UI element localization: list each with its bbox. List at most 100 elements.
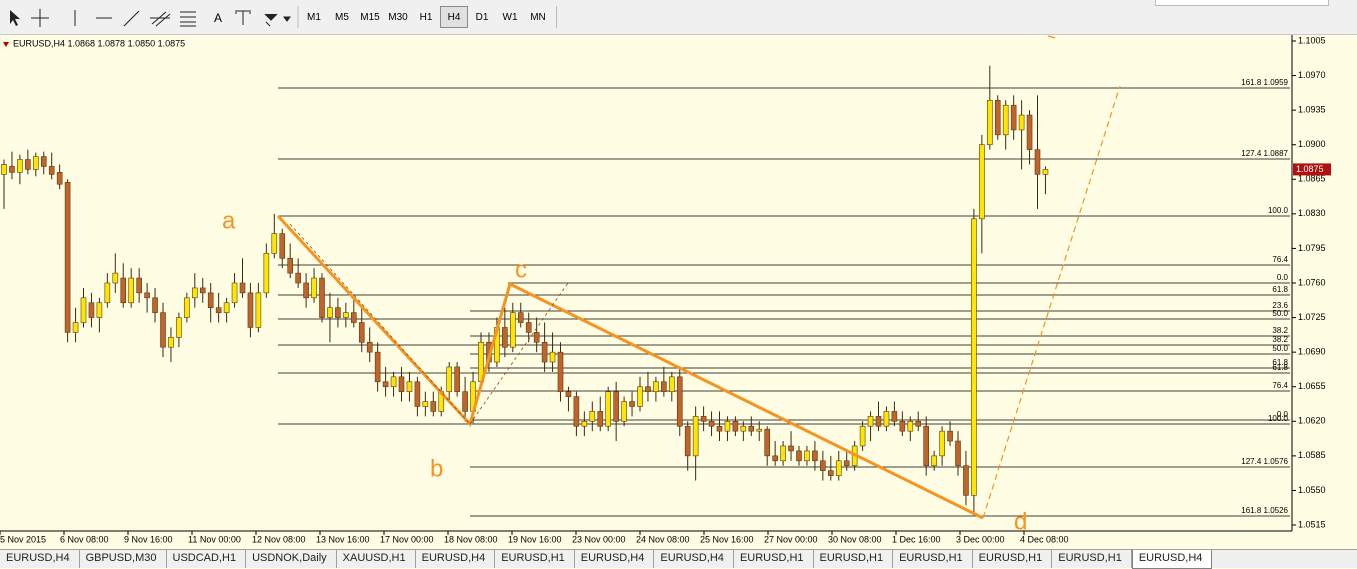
chart-tab[interactable]: EURUSD,H4 [575,550,655,568]
candle-body [231,282,238,304]
x-tick-label: 6 Nov 08:00 [60,534,109,544]
x-tick-label: 19 Nov 16:00 [508,534,562,544]
fib-level-label: 50.0 [1272,309,1288,318]
candle-body [295,272,301,284]
pattern-point-label: a [222,207,236,234]
candle-body [176,317,182,338]
candle-body [462,391,468,412]
fib-level-label: 38.2 [1272,326,1288,335]
y-tick-label: 1.0970 [1298,70,1326,80]
x-tick-label: 23 Nov 00:00 [572,534,626,544]
timeframe-button[interactable]: M15 [360,11,380,23]
chart-tab[interactable]: EURUSD,H4 [654,550,734,568]
candle-body [772,455,778,462]
pattern-point-label: c [515,256,527,283]
candle-body [820,460,826,471]
fib-level-label: 38.2 [1272,335,1288,344]
arrows-icon[interactable] [264,13,291,27]
candle-body [1026,114,1033,150]
candle-body [859,425,866,447]
candle-body [525,322,532,333]
y-tick-label: 1.0900 [1298,139,1326,149]
candle-body [533,332,540,343]
candle-body [168,337,174,348]
timeframe-button[interactable]: MN [530,11,546,23]
fib-level-label: 61.8 [1272,363,1288,372]
text-tool[interactable]: A [214,11,222,25]
timeframe-button[interactable]: H4 [440,6,468,28]
channel-icon[interactable] [150,11,171,27]
fibo-icon[interactable] [180,11,196,27]
candle-body [867,416,874,427]
candle-body [661,381,667,392]
candle-body [247,292,254,328]
candle-body [517,312,524,323]
fib-level-label: 23.6 [1272,301,1288,310]
fib-level-label: 61.8 [1272,285,1288,294]
chart-tab[interactable]: EURUSD,H1 [1052,550,1132,568]
chart-tab[interactable]: EURUSD,H1 [814,550,894,568]
abcd-pattern [276,214,984,520]
candle-body [414,381,421,407]
candle-body [963,465,969,496]
candle-body [804,450,810,462]
pattern-projection [982,85,1121,519]
chart-tab[interactable]: EURUSD,H4 [0,550,80,568]
search-box[interactable] [1155,0,1329,6]
tab-bar: EURUSD,H4 GBPUSD,M30 USDCAD,H1 USDNOK,Daily… [0,549,1357,569]
candle-body [994,99,1001,136]
chart-tab[interactable]: USDCAD,H1 [167,550,247,568]
candle-body [986,99,993,146]
candle-body [160,312,166,348]
candle-body [350,312,357,323]
candle-body [303,282,309,299]
candle-body [192,287,198,299]
candle-body [827,470,834,476]
candle-body [716,425,723,432]
timeframe-button[interactable]: M5 [335,11,349,23]
timeframe-button[interactable]: W1 [502,11,518,23]
timeframe-button[interactable]: D1 [475,11,489,23]
crosshair-icon[interactable] [31,9,49,27]
toolbar: A M1 M5 M15 M30 H1 H4 D1 W1 MN [0,0,1357,35]
trendline-icon[interactable] [123,10,140,27]
chart-tab[interactable]: EURUSD,H1 [973,550,1053,568]
pattern-point-label: d [1014,508,1027,535]
chart-tab[interactable]: EURUSD,H1 [734,550,814,568]
candle-body [144,292,150,299]
x-tick-label: 18 Nov 08:00 [444,534,498,544]
candle-body [335,307,341,318]
timeframe-button[interactable]: M1 [307,11,321,23]
candle-body [56,172,63,185]
candle-body [1018,114,1025,131]
label-icon[interactable] [235,10,251,25]
candle-body [581,420,588,427]
fib-level-label: 0.0 [1277,410,1289,419]
candle-body [358,322,365,343]
candle-body [1042,169,1049,175]
candle-body [80,297,87,323]
pattern-guide [469,282,569,425]
chart-tab[interactable]: EURUSD,H1 [893,550,973,568]
timeframe-button[interactable]: H1 [419,11,433,23]
pattern-guide [289,223,471,425]
pattern-mark [1047,35,1056,39]
timeframe-button[interactable]: M30 [388,11,408,23]
chart-tab[interactable]: XAUUSD,H1 [337,550,416,568]
y-tick-label: 1.0690 [1298,347,1326,357]
candle-body [629,401,635,407]
chart-tab[interactable]: EURUSD,H4 [416,550,496,568]
candle-body [311,277,317,299]
chart-tab[interactable]: EURUSD,H1 [495,550,575,568]
chart-tab[interactable]: EURUSD,H4 [1131,550,1213,569]
candle-body [502,327,508,348]
candle-body [732,420,739,432]
candle-body [573,396,580,427]
chart-tab[interactable]: USDNOK,Daily [246,550,337,568]
candle-body [1002,104,1009,136]
y-tick-label: 1.0760 [1298,277,1326,287]
candle-body [748,425,755,432]
chart-tab[interactable]: GBPUSD,M30 [80,550,167,568]
cursor-icon[interactable] [10,10,20,26]
y-tick-label: 1.0585 [1298,450,1326,460]
